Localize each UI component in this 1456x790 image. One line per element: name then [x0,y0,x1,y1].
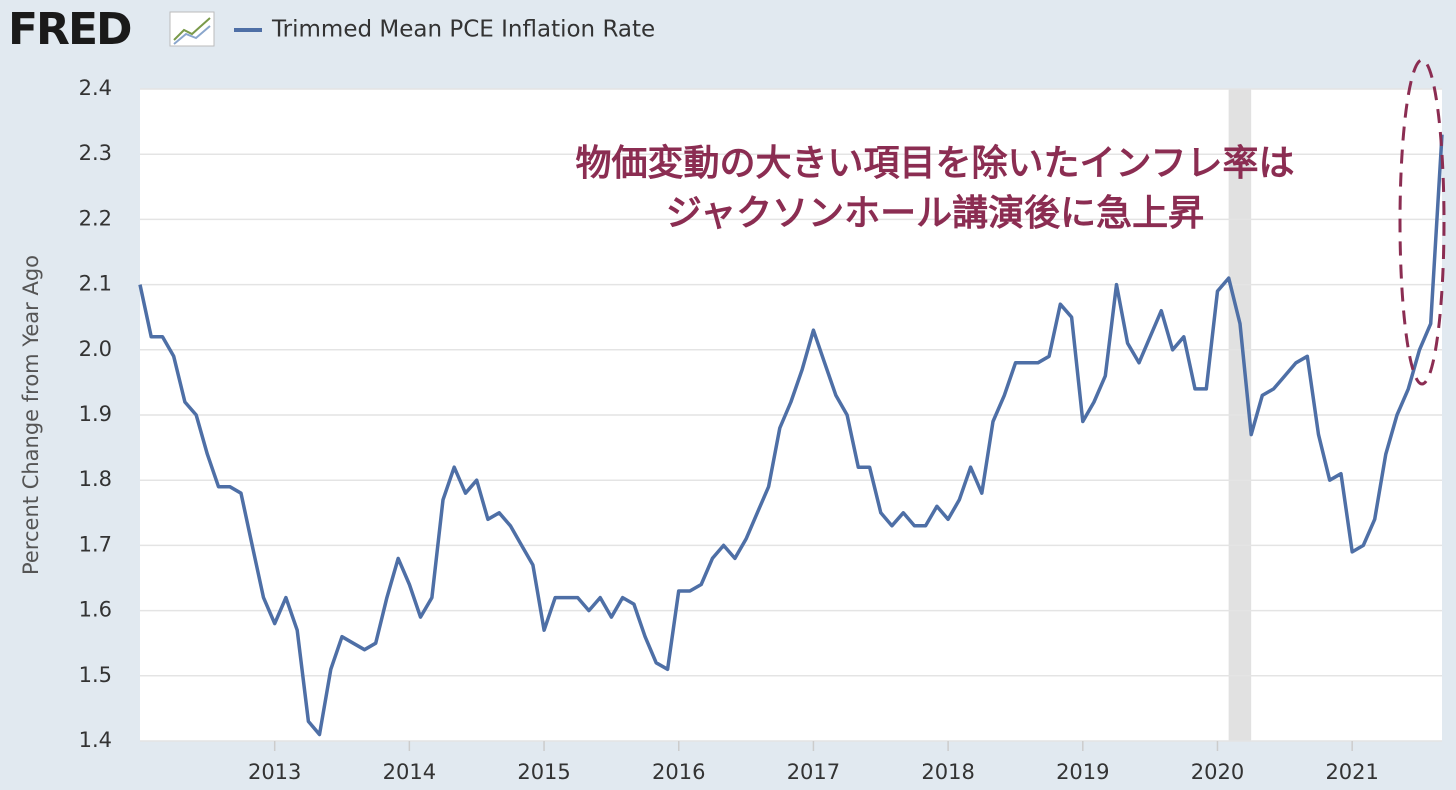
x-tick-label: 2013 [248,760,301,784]
legend-label: Trimmed Mean PCE Inflation Rate [271,17,655,43]
x-tick-label: 2018 [921,760,974,784]
y-tick-label: 1.9 [79,402,112,426]
x-tick-label: 2020 [1191,760,1244,784]
y-tick-label: 1.5 [79,663,112,687]
y-tick-label: 2.0 [79,337,112,361]
y-tick-label: 2.1 [79,272,112,296]
logo[interactable]: FRED [8,4,133,55]
y-tick-label: 1.7 [79,532,112,556]
logo-icon [169,11,215,47]
series-line [138,134,1444,737]
x-tick-label: 2021 [1325,760,1378,784]
y-axis-label: Percent Change from Year Ago [19,255,43,575]
x-tick-label: 2016 [652,760,705,784]
y-tick-label: 1.4 [79,728,112,752]
y-tick-label: 1.8 [79,467,112,491]
highlight-ellipse [1398,58,1446,386]
y-tick-label: 2.4 [79,76,112,100]
annotation: ジャクソンホール講演後に急上昇 [666,192,1204,234]
x-tick-label: 2017 [787,760,840,784]
y-tick-label: 2.3 [79,141,112,165]
x-tick-label: 2019 [1056,760,1109,784]
annotation: 物価変動の大きい項目を除いたインフレ率は [576,142,1295,184]
x-tick-label: 2015 [517,760,570,784]
y-tick-label: 2.2 [79,206,112,230]
y-tick-label: 1.6 [79,598,112,622]
x-tick-label: 2014 [383,760,436,784]
